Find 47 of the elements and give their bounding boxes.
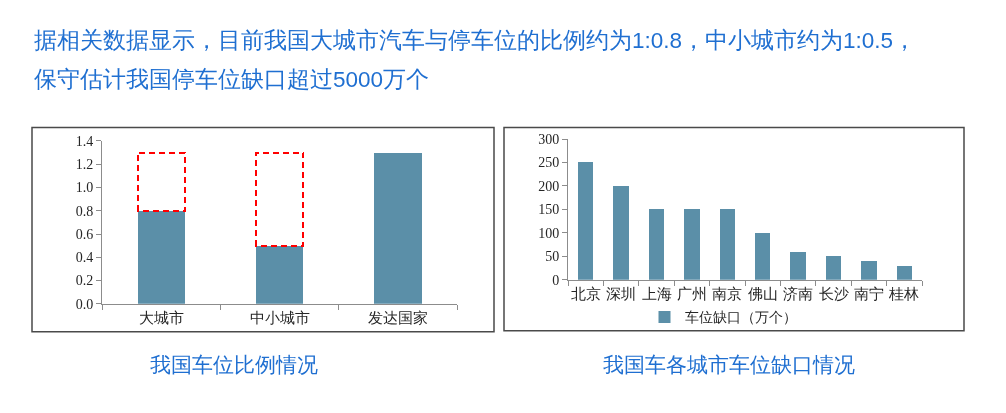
x-tick-label: 广州 — [676, 285, 707, 302]
y-tick-label: 300 — [538, 131, 560, 147]
x-tick-label: 济南 — [783, 285, 814, 302]
bar — [613, 185, 629, 280]
y-tick-label: 1.4 — [75, 133, 94, 149]
x-tick-label: 发达国家 — [367, 309, 428, 326]
x-tick-label: 长沙 — [818, 285, 849, 302]
bar — [255, 245, 304, 304]
y-tick-label: 250 — [538, 155, 560, 171]
bar — [136, 151, 186, 212]
x-tick-label: 上海 — [641, 285, 672, 302]
bar — [896, 265, 912, 280]
bar — [374, 152, 422, 304]
bar — [825, 256, 842, 280]
bar — [684, 209, 700, 280]
text: 我国车各城市车位缺口情况 — [603, 353, 855, 376]
bar — [861, 260, 877, 280]
bar — [254, 151, 305, 247]
x-tick-label: 佛山 — [747, 285, 778, 302]
x-tick-label: 深圳 — [606, 285, 637, 302]
x-tick-label: 中小城市 — [249, 309, 310, 326]
y-tick-label: 0.0 — [75, 296, 94, 312]
y-tick-label: 100 — [538, 225, 560, 241]
bar — [578, 162, 594, 280]
y-tick-label: 0 — [552, 272, 560, 288]
y-tick-label: 0.6 — [75, 226, 94, 242]
x-tick-label: 北京 — [570, 285, 601, 302]
bar — [648, 209, 665, 280]
y-tick-label: 0.2 — [75, 273, 94, 289]
bar — [790, 251, 806, 280]
text: 据相关数据显示，目前我国大城市汽车与停车位的比例约为1:0.8，中小城市约为1:0.5，保守估计我国停车位缺口超过5000万个 — [34, 28, 917, 92]
y-tick-label: 1.0 — [75, 180, 94, 196]
bar — [137, 210, 185, 304]
x-tick-label: 桂林 — [888, 285, 920, 302]
bar — [755, 232, 771, 280]
x-tick-label: 大城市 — [138, 309, 184, 326]
y-tick-label: 200 — [538, 178, 560, 194]
y-tick-label: 50 — [545, 249, 560, 265]
y-tick-label: 0.4 — [75, 250, 94, 266]
y-tick-label: 1.2 — [75, 157, 94, 173]
bar — [719, 209, 735, 280]
legend-label: 车位缺口（万个） — [684, 310, 797, 326]
text: 我国车位比例情况 — [150, 353, 318, 376]
x-tick-label: 南宁 — [853, 285, 884, 302]
x-tick-label: 南京 — [712, 285, 743, 302]
y-tick-label: 150 — [538, 202, 560, 218]
y-tick-label: 0.8 — [75, 203, 94, 219]
